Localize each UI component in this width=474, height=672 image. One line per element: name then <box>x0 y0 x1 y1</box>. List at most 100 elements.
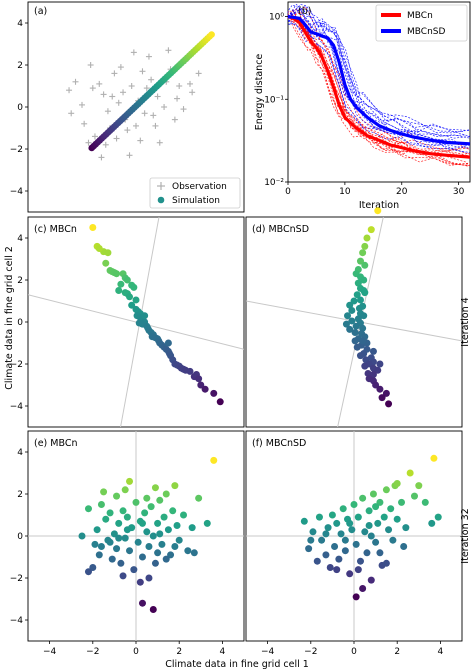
data-point <box>328 511 336 519</box>
data-point <box>154 519 162 527</box>
panel-c: −4 −2 0 2 4 (c) MBCn <box>10 216 245 428</box>
observation-point <box>154 93 161 100</box>
observation-point <box>98 154 105 161</box>
ytick-label: 0 <box>17 103 23 113</box>
ensemble-line <box>287 16 468 163</box>
data-point <box>143 528 151 536</box>
data-point <box>346 519 354 527</box>
observation-point <box>180 106 187 113</box>
data-point <box>374 207 382 215</box>
legend-mbcnsd-label: MBCnSD <box>407 27 445 37</box>
observation-point <box>91 133 98 140</box>
mean-line <box>287 15 471 159</box>
data-point <box>324 524 332 532</box>
legend-box <box>149 177 241 209</box>
simulation-point <box>208 31 215 38</box>
ensemble-line <box>287 4 464 132</box>
data-point <box>78 532 86 540</box>
ensemble-line <box>287 16 467 149</box>
legend-simulation-label: Simulation <box>172 196 220 206</box>
data-point <box>97 501 105 508</box>
data-point <box>97 543 105 550</box>
xtick-label: 0 <box>351 647 357 657</box>
data-point <box>184 547 192 555</box>
data-point <box>350 501 358 508</box>
panel-a-yticks: −4 −2 0 2 4 <box>10 19 28 197</box>
observation-point <box>130 49 137 56</box>
data-point <box>341 536 349 544</box>
data-point <box>410 492 418 500</box>
data-point <box>352 322 360 330</box>
data-point <box>406 469 414 477</box>
observation-point <box>148 76 155 83</box>
data-point <box>374 366 382 374</box>
data-point <box>138 519 146 527</box>
data-point <box>346 301 354 309</box>
data-point <box>121 486 129 494</box>
ensemble-line <box>287 4 471 139</box>
observation-point <box>102 141 109 148</box>
panel-b-ticks: 0 10 20 30 10⁰ 10⁻¹ 10⁻² <box>264 13 464 197</box>
data-point <box>351 329 359 336</box>
observation-point <box>117 64 124 71</box>
observation-point <box>79 101 85 108</box>
data-point <box>348 317 356 325</box>
data-point <box>361 242 369 250</box>
ytick-label: 0 <box>17 318 23 328</box>
data-point <box>162 555 170 563</box>
data-point <box>365 507 373 515</box>
data-point <box>126 547 134 555</box>
data-point <box>367 226 375 234</box>
data-point <box>351 337 359 345</box>
ensemble-line <box>287 10 470 158</box>
panel-d-label: (d) MBCnSD <box>252 224 309 235</box>
data-point <box>171 543 179 550</box>
data-point <box>307 536 315 544</box>
data-point <box>173 522 181 529</box>
panel-f: −4 −2 0 2 4 (f) MBCnSD <box>245 430 463 657</box>
data-point <box>130 283 138 291</box>
data-point <box>95 551 103 559</box>
data-point <box>84 505 92 513</box>
data-point <box>106 538 114 546</box>
data-point <box>102 515 110 523</box>
data-point <box>356 257 364 265</box>
data-point <box>195 494 203 502</box>
data-point <box>138 553 146 561</box>
observation-point <box>156 139 163 146</box>
data-point <box>104 249 112 257</box>
data-point <box>360 312 368 320</box>
observation-point <box>68 110 75 117</box>
data-point <box>344 312 352 320</box>
data-point <box>91 540 99 548</box>
observation-point <box>133 122 139 129</box>
data-point <box>346 325 354 333</box>
data-point <box>346 570 354 578</box>
panel-b-frame <box>287 1 471 183</box>
ytick-label: 10⁻² <box>264 178 284 188</box>
observation-point <box>89 85 96 92</box>
data-point <box>100 488 108 496</box>
observation-point <box>137 137 144 144</box>
panel-b-xlabel: Iteration <box>359 200 399 211</box>
data-point <box>108 555 116 563</box>
panel-b: 0 10 20 30 10⁰ 10⁻¹ 10⁻² (b) Iteration Energy … <box>254 1 471 211</box>
data-point <box>353 343 361 351</box>
data-point <box>106 509 114 517</box>
data-point <box>333 519 341 527</box>
data-point <box>333 566 341 574</box>
data-point <box>113 545 121 553</box>
panel-c-points <box>89 224 224 406</box>
observation-point <box>187 80 193 87</box>
observation-point <box>81 120 88 127</box>
observation-point <box>120 89 127 96</box>
data-point <box>195 375 203 383</box>
panel-d: (d) MBCnSD <box>245 207 463 428</box>
data-point <box>361 261 369 269</box>
observation-point <box>124 127 131 134</box>
row-label-iteration-4: Iteration 4 <box>460 297 471 346</box>
data-point <box>385 526 393 534</box>
data-point <box>123 513 131 521</box>
data-point <box>300 517 308 525</box>
